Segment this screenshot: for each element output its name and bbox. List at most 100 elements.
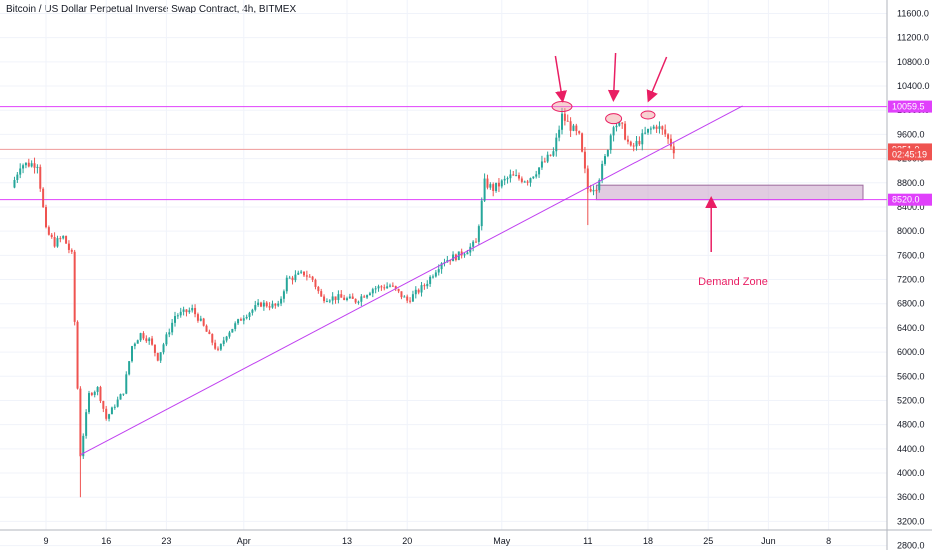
candle bbox=[380, 285, 383, 291]
candle bbox=[168, 328, 171, 338]
candle-body bbox=[208, 331, 211, 335]
candle bbox=[595, 188, 598, 194]
candle-body bbox=[219, 343, 222, 350]
candle-body bbox=[202, 318, 205, 326]
candle bbox=[669, 134, 672, 150]
candle-body bbox=[325, 301, 328, 303]
candle-body bbox=[495, 182, 498, 192]
candle bbox=[231, 328, 234, 333]
candle bbox=[423, 283, 426, 290]
candle-body bbox=[492, 184, 495, 192]
candle-body bbox=[632, 145, 635, 147]
candle-body bbox=[248, 312, 251, 317]
candle bbox=[142, 331, 145, 341]
candle-body bbox=[133, 343, 136, 347]
candle bbox=[282, 289, 285, 303]
price-tag-bg bbox=[888, 148, 932, 161]
candle bbox=[612, 125, 615, 142]
y-tick-label: 7600.0 bbox=[897, 250, 925, 260]
candle bbox=[242, 315, 245, 325]
candle bbox=[65, 235, 68, 244]
candle-body bbox=[647, 128, 649, 133]
candle-body bbox=[363, 296, 366, 298]
y-tick-label: 5600.0 bbox=[897, 371, 925, 381]
candle bbox=[257, 299, 260, 307]
price-tag: 02:45:19 bbox=[888, 148, 932, 161]
candle bbox=[652, 124, 655, 130]
x-tick-label: Jun bbox=[761, 536, 776, 546]
candle bbox=[529, 177, 532, 187]
candle bbox=[480, 197, 483, 231]
x-tick-label: 18 bbox=[643, 536, 653, 546]
candle-body bbox=[538, 167, 541, 175]
candle-body bbox=[506, 178, 509, 180]
candle-body bbox=[368, 293, 371, 296]
candle-body bbox=[449, 260, 452, 262]
candle-body bbox=[334, 296, 337, 300]
candle bbox=[391, 282, 394, 287]
candle bbox=[374, 285, 377, 294]
candle bbox=[475, 238, 477, 243]
candle bbox=[649, 126, 652, 135]
candle bbox=[340, 290, 343, 298]
candle bbox=[492, 182, 495, 197]
candle-body bbox=[234, 323, 237, 329]
candle bbox=[552, 147, 555, 157]
candle bbox=[62, 235, 65, 240]
candle-body bbox=[47, 227, 50, 235]
candle bbox=[22, 163, 25, 174]
candle bbox=[664, 124, 667, 137]
candle-body bbox=[151, 338, 154, 345]
candle bbox=[288, 275, 291, 279]
candle-body bbox=[291, 277, 294, 281]
candle-body bbox=[305, 275, 308, 277]
y-tick-label: 3200.0 bbox=[897, 516, 925, 526]
candle-body bbox=[119, 394, 122, 400]
candle bbox=[434, 269, 437, 278]
candle-body bbox=[317, 286, 320, 292]
candle bbox=[159, 352, 162, 363]
candle-body bbox=[300, 271, 303, 273]
candle-body bbox=[523, 181, 526, 183]
candle bbox=[366, 294, 369, 300]
chart-title: Bitcoin / US Dollar Perpetual Inverse Sw… bbox=[6, 4, 297, 15]
candle-body bbox=[649, 128, 652, 130]
demand-zone bbox=[595, 184, 864, 201]
candle bbox=[346, 296, 348, 302]
candle bbox=[506, 176, 509, 184]
candle bbox=[328, 299, 331, 304]
candle-body bbox=[526, 181, 529, 183]
candle-body bbox=[102, 401, 105, 409]
candle-body bbox=[569, 121, 572, 131]
candle-body bbox=[194, 308, 197, 315]
candle bbox=[526, 179, 529, 186]
candle-body bbox=[489, 184, 492, 188]
candle-body bbox=[33, 163, 36, 168]
candle-body bbox=[357, 301, 360, 303]
candle bbox=[36, 164, 39, 174]
x-tick-label: 9 bbox=[43, 536, 48, 546]
candle-body bbox=[148, 338, 151, 342]
candle-body bbox=[624, 123, 627, 140]
candle bbox=[331, 292, 334, 305]
candle bbox=[113, 404, 116, 410]
candle bbox=[305, 270, 308, 281]
candle bbox=[581, 132, 584, 153]
candle bbox=[70, 248, 73, 254]
candle bbox=[76, 320, 79, 390]
y-tick-label: 6400.0 bbox=[897, 323, 925, 333]
candle-body bbox=[475, 241, 477, 243]
top-marker-ellipse bbox=[605, 113, 623, 125]
candle bbox=[348, 293, 351, 299]
annotation-arrow bbox=[646, 56, 668, 103]
candle bbox=[13, 176, 16, 189]
candle bbox=[403, 295, 406, 298]
candle bbox=[386, 282, 389, 289]
candle-body bbox=[351, 296, 354, 299]
candle bbox=[131, 345, 133, 363]
candle bbox=[225, 335, 228, 343]
candle bbox=[518, 172, 520, 181]
candle bbox=[311, 275, 314, 283]
candle bbox=[90, 391, 93, 397]
